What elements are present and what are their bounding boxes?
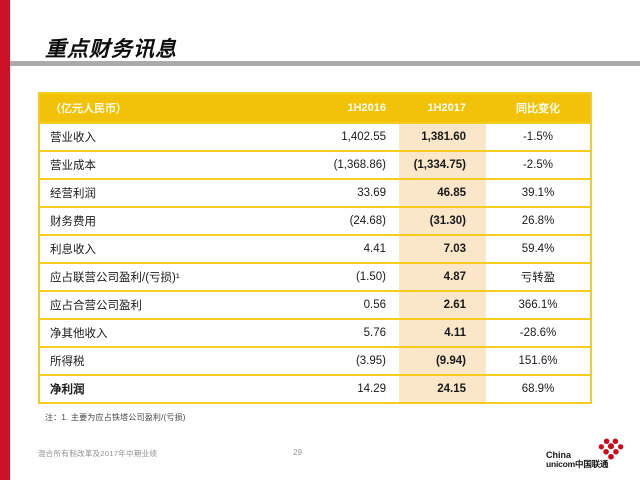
- row-label: 营业成本: [39, 151, 321, 179]
- value-1h2017: 4.87: [399, 263, 486, 291]
- value-1h2016: (1.50): [321, 263, 399, 291]
- financial-summary-table: （亿元人民币） 1H2016 1H2017 同比变化 营业收入 1,402.55…: [38, 92, 592, 404]
- yoy-change: 68.9%: [486, 375, 591, 403]
- table-row: 营业收入 1,402.55 1,381.60 -1.5%: [39, 123, 591, 151]
- logo-wordmark: China unicom中国联通: [546, 449, 609, 470]
- row-label: 所得税: [39, 347, 321, 375]
- value-1h2017: (31.30): [399, 207, 486, 235]
- logo-line2: unicom中国联通: [546, 459, 609, 470]
- header-yoy-change: 同比变化: [516, 103, 560, 115]
- yoy-change: 26.8%: [486, 207, 591, 235]
- yoy-change: -28.6%: [486, 319, 591, 347]
- china-unicom-logo: China unicom中国联通: [546, 438, 628, 472]
- value-1h2017: 7.03: [399, 235, 486, 263]
- value-1h2017: 46.85: [399, 179, 486, 207]
- yoy-change: 59.4%: [486, 235, 591, 263]
- unicom-knot-icon: [598, 438, 624, 460]
- row-label: 应占合营公司盈利: [39, 291, 321, 319]
- page-title: 重点财务讯息: [45, 38, 177, 61]
- left-accent-bar: [0, 0, 10, 480]
- value-1h2017: (9.94): [399, 347, 486, 375]
- row-label: 净利润: [39, 375, 321, 403]
- value-1h2016: 33.69: [321, 179, 399, 207]
- row-label: 净其他收入: [39, 319, 321, 347]
- header-unit: （亿元人民币）: [50, 103, 127, 115]
- yoy-change: -2.5%: [486, 151, 591, 179]
- value-1h2016: 1,402.55: [321, 123, 399, 151]
- table-row: 应占联营公司盈利/(亏损)¹ (1.50) 4.87 亏转盈: [39, 263, 591, 291]
- header-1h2016: 1H2016: [347, 102, 386, 114]
- table-header-row: （亿元人民币） 1H2016 1H2017 同比变化: [39, 93, 591, 123]
- table-row: 利息收入 4.41 7.03 59.4%: [39, 235, 591, 263]
- yoy-change: 151.6%: [486, 347, 591, 375]
- value-1h2017: 1,381.60: [399, 123, 486, 151]
- value-1h2017: 4.11: [399, 319, 486, 347]
- yoy-change: 39.1%: [486, 179, 591, 207]
- row-label: 经营利润: [39, 179, 321, 207]
- table-row: 营业成本 (1,368.86) (1,334.75) -2.5%: [39, 151, 591, 179]
- header-1h2017: 1H2017: [427, 102, 466, 114]
- value-1h2017: (1,334.75): [399, 151, 486, 179]
- row-label: 应占联营公司盈利/(亏损)¹: [39, 263, 321, 291]
- yoy-change: 亏转盈: [486, 263, 591, 291]
- row-label: 利息收入: [39, 235, 321, 263]
- value-1h2017: 2.61: [399, 291, 486, 319]
- title-underline-rule: [10, 61, 640, 66]
- table-row: 所得税 (3.95) (9.94) 151.6%: [39, 347, 591, 375]
- table-row: 净其他收入 5.76 4.11 -28.6%: [39, 319, 591, 347]
- yoy-change: 366.1%: [486, 291, 591, 319]
- footer-deck-title: 混合所有制改革及2017年中期业绩: [38, 449, 158, 458]
- value-1h2016: 5.76: [321, 319, 399, 347]
- value-1h2016: (3.95): [321, 347, 399, 375]
- row-label: 财务费用: [39, 207, 321, 235]
- table-row: 财务费用 (24.68) (31.30) 26.8%: [39, 207, 591, 235]
- footnote: 注：1. 主要为应占铁塔公司盈利/(亏损): [45, 413, 186, 422]
- table-row-net-profit: 净利润 14.29 24.15 68.9%: [39, 375, 591, 403]
- value-1h2016: (24.68): [321, 207, 399, 235]
- value-1h2016: (1,368.86): [321, 151, 399, 179]
- value-1h2016: 14.29: [321, 375, 399, 403]
- table-row: 经营利润 33.69 46.85 39.1%: [39, 179, 591, 207]
- value-1h2016: 0.56: [321, 291, 399, 319]
- logo-line1: China: [546, 449, 572, 460]
- value-1h2016: 4.41: [321, 235, 399, 263]
- table-row: 应占合营公司盈利 0.56 2.61 366.1%: [39, 291, 591, 319]
- row-label: 营业收入: [39, 123, 321, 151]
- value-1h2017: 24.15: [399, 375, 486, 403]
- page-number: 29: [293, 448, 302, 457]
- yoy-change: -1.5%: [486, 123, 591, 151]
